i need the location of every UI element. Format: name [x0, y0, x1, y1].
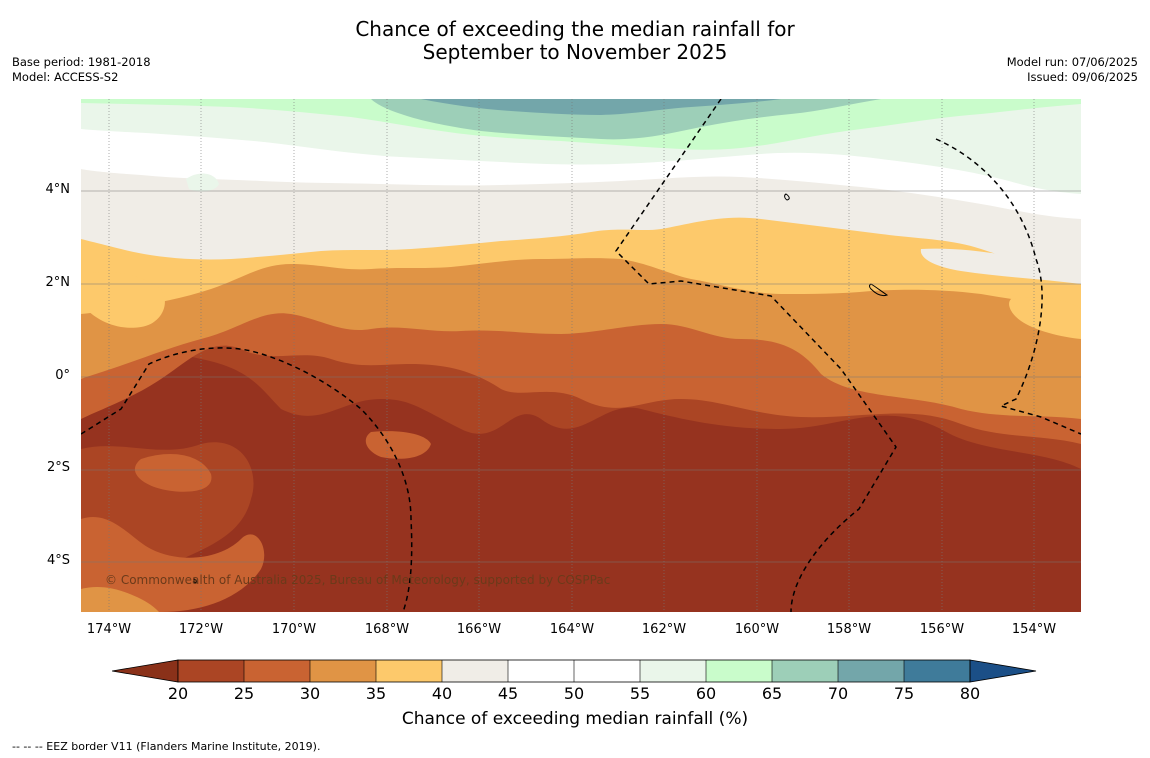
- colorbar-segment-70-75: [838, 660, 904, 682]
- lat-label-4s: 4°S: [46, 553, 70, 568]
- colorbar-segment-45-50: [508, 660, 574, 682]
- eez-border-east: [935, 138, 1081, 435]
- colorbar-tick-45: 45: [497, 684, 519, 703]
- colorbar: [112, 659, 1037, 683]
- eez-borders: [81, 99, 1081, 612]
- colorbar-segment-20-25: [178, 660, 244, 682]
- band-35-40-right: [1009, 297, 1081, 339]
- lon-label-156w: 156°W: [919, 622, 965, 637]
- lon-label-174w: 174°W: [86, 622, 132, 637]
- colorbar-over-arrow: [969, 659, 1037, 683]
- colorbar-segment-25-30: [244, 660, 310, 682]
- colorbar-segment-75-80: [904, 660, 970, 682]
- colorbar-tick-20: 20: [167, 684, 189, 703]
- copyright-text: © Commonwealth of Australia 2025, Bureau…: [105, 573, 610, 587]
- colorbar-segment-35-40: [376, 660, 442, 682]
- colorbar-segment-65-70: [772, 660, 838, 682]
- lat-label-0: 0°: [55, 368, 70, 383]
- band-55-60-left-patch: [186, 173, 219, 192]
- meta-left: Base period: 1981-2018 Model: ACCESS-S2: [12, 55, 151, 85]
- band-35-40-left: [86, 272, 165, 328]
- band-55-60-right-patch: [1017, 156, 1081, 189]
- lat-label-4n: 4°N: [45, 182, 71, 197]
- colorbar-tick-25: 25: [233, 684, 255, 703]
- band-40-45-right: [920, 248, 1081, 284]
- band-70-75: [421, 99, 781, 115]
- colorbar-tick-35: 35: [365, 684, 387, 703]
- lon-label-168w: 168°W: [364, 622, 410, 637]
- colorbar-dividers: [243, 660, 905, 682]
- eez-border-central: [615, 99, 897, 612]
- lon-label-160w: 160°W: [734, 622, 780, 637]
- colorbar-tick-75: 75: [893, 684, 915, 703]
- colorbar-title: Chance of exceeding median rainfall (%): [401, 709, 749, 729]
- colorbar-tick-70: 70: [827, 684, 849, 703]
- rainfall-map: © Commonwealth of Australia 2025, Bureau…: [81, 99, 1081, 612]
- map-svg: © Commonwealth of Australia 2025, Bureau…: [81, 99, 1081, 612]
- lon-label-154w: 154°W: [1011, 622, 1057, 637]
- colorbar-tick-55: 55: [629, 684, 651, 703]
- gridlines: [81, 190, 1081, 563]
- colorbar-tick-80: 80: [959, 684, 981, 703]
- colorbar-segment-40-45: [442, 660, 508, 682]
- title-line-2: September to November 2025: [422, 40, 728, 64]
- lon-label-172w: 172°W: [178, 622, 224, 637]
- colorbar-under-arrow: [112, 659, 179, 683]
- meta-right: Model run: 07/06/2025 Issued: 09/06/2025: [1007, 55, 1138, 85]
- model-text: Model: ACCESS-S2: [12, 70, 119, 84]
- model-run-text: Model run: 07/06/2025: [1006, 55, 1138, 69]
- band-25-30-mid: [365, 431, 431, 459]
- lon-label-170w: 170°W: [271, 622, 317, 637]
- eez-footnote: -- -- -- EEZ border V11 (Flanders Marine…: [12, 740, 321, 753]
- band-25-30-left: [81, 516, 265, 612]
- lat-label-2n: 2°N: [45, 275, 71, 290]
- colorbar-segment-60-65: [706, 660, 772, 682]
- colorbar-segment-50-55: [574, 660, 640, 682]
- lat-label-2s: 2°S: [46, 460, 70, 475]
- lon-label-162w: 162°W: [641, 622, 687, 637]
- colorbar-tick-30: 30: [299, 684, 321, 703]
- colorbar-segment-55-60: [640, 660, 706, 682]
- island-outline: [193, 578, 197, 584]
- island-outline: [869, 283, 889, 296]
- band-30-35-left: [81, 587, 159, 612]
- band-25-30-left-b: [134, 454, 212, 492]
- colorbar-tick-60: 60: [695, 684, 717, 703]
- island-outline: [784, 193, 790, 201]
- lon-label-166w: 166°W: [456, 622, 502, 637]
- map-title: Chance of exceeding the median rainfall …: [0, 18, 1150, 64]
- title-line-1: Chance of exceeding the median rainfall …: [355, 17, 795, 41]
- issued-text: Issued: 09/06/2025: [1027, 70, 1138, 84]
- lon-label-164w: 164°W: [549, 622, 595, 637]
- eez-border-west: [81, 347, 413, 612]
- lon-label-158w: 158°W: [826, 622, 872, 637]
- colorbar-segment-30-35: [310, 660, 376, 682]
- colorbar-tick-40: 40: [431, 684, 453, 703]
- colorbar-tick-50: 50: [563, 684, 585, 703]
- base-period-text: Base period: 1981-2018: [12, 55, 151, 69]
- colorbar-tick-65: 65: [761, 684, 783, 703]
